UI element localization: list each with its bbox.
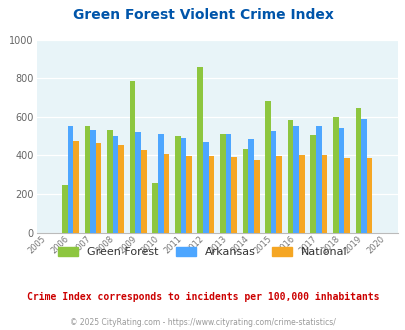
Bar (62, 185, 67, 233)
Bar (202, 142, 208, 233)
Bar (343, 158, 349, 233)
Bar (231, 157, 237, 233)
Bar (242, 149, 247, 233)
Text: Crime Index corresponds to incidents per 100,000 inhabitants: Crime Index corresponds to incidents per… (27, 292, 378, 302)
Bar (158, 134, 163, 233)
Bar (90, 130, 96, 233)
Bar (220, 134, 225, 233)
Bar (264, 101, 270, 233)
Bar (129, 81, 135, 233)
Text: © 2025 CityRating.com - https://www.cityrating.com/crime-statistics/: © 2025 CityRating.com - https://www.city… (70, 318, 335, 327)
Bar (270, 131, 276, 233)
Bar (118, 145, 124, 233)
Bar (67, 125, 73, 233)
Bar (315, 125, 321, 233)
Bar (309, 135, 315, 233)
Bar (366, 158, 371, 233)
Bar (287, 120, 293, 233)
Bar (360, 119, 366, 233)
Bar (152, 183, 158, 233)
Bar (180, 138, 186, 233)
Bar (107, 130, 113, 233)
Legend: Green Forest, Arkansas, National: Green Forest, Arkansas, National (54, 242, 351, 262)
Bar (197, 67, 202, 233)
Bar (276, 156, 281, 233)
Bar (73, 141, 79, 233)
Bar (135, 132, 141, 233)
Bar (113, 136, 118, 233)
Bar (163, 154, 169, 233)
Bar (175, 136, 180, 233)
Bar (321, 155, 326, 233)
Bar (298, 155, 304, 233)
Bar (225, 134, 231, 233)
Bar (84, 125, 90, 233)
Bar (186, 156, 191, 233)
Bar (141, 149, 146, 233)
Bar (332, 117, 338, 233)
Bar (253, 160, 259, 233)
Bar (338, 128, 343, 233)
Bar (293, 125, 298, 233)
Bar (247, 139, 253, 233)
Bar (208, 156, 214, 233)
Bar (355, 108, 360, 233)
Bar (96, 143, 101, 233)
Text: Green Forest Violent Crime Index: Green Forest Violent Crime Index (72, 8, 333, 22)
